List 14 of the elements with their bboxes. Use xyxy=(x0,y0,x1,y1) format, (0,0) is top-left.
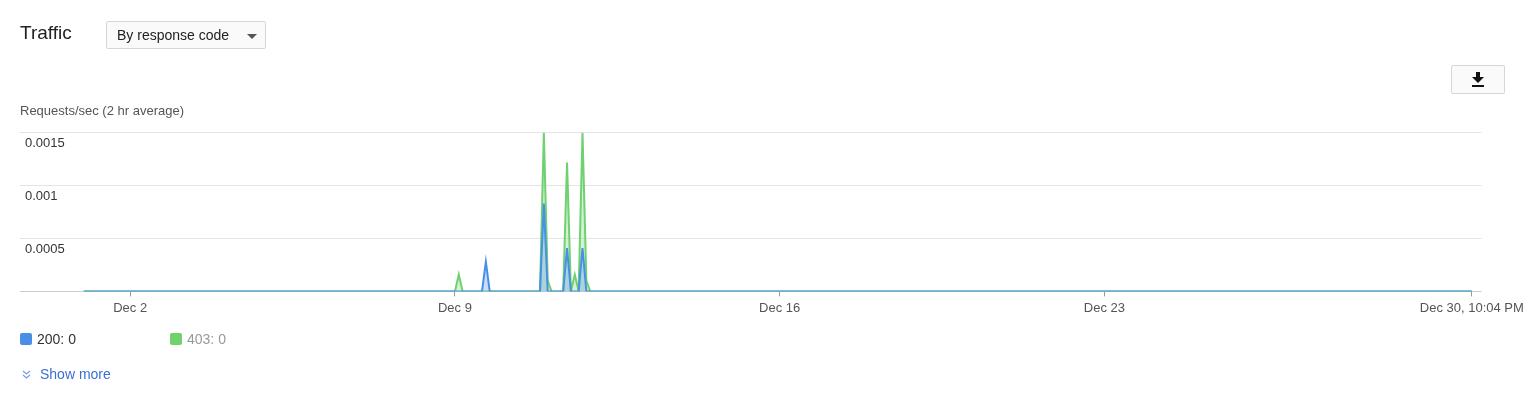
legend-label: 200: 0 xyxy=(37,331,76,347)
legend-label: 403: 0 xyxy=(187,331,226,347)
y-tick-label: 0.001 xyxy=(25,188,58,204)
x-tick-label: Dec 23 xyxy=(1083,299,1126,315)
y-axis-title: Requests/sec (2 hr average) xyxy=(20,103,185,118)
text: Show more xyxy=(40,366,111,382)
chart-title: Traffic xyxy=(20,22,72,44)
x-tick-label: Dec 30, 10:04 PM xyxy=(1419,299,1524,315)
y-tick-label: 0.0005 xyxy=(25,241,65,257)
y-tick-label: 0.0015 xyxy=(25,135,65,151)
x-tick-label: Dec 2 xyxy=(113,299,148,315)
x-tick-label: Dec 9 xyxy=(437,299,472,315)
x-tick-label: Dec 16 xyxy=(759,299,801,315)
chart-subtitle: By response code xyxy=(117,27,230,43)
